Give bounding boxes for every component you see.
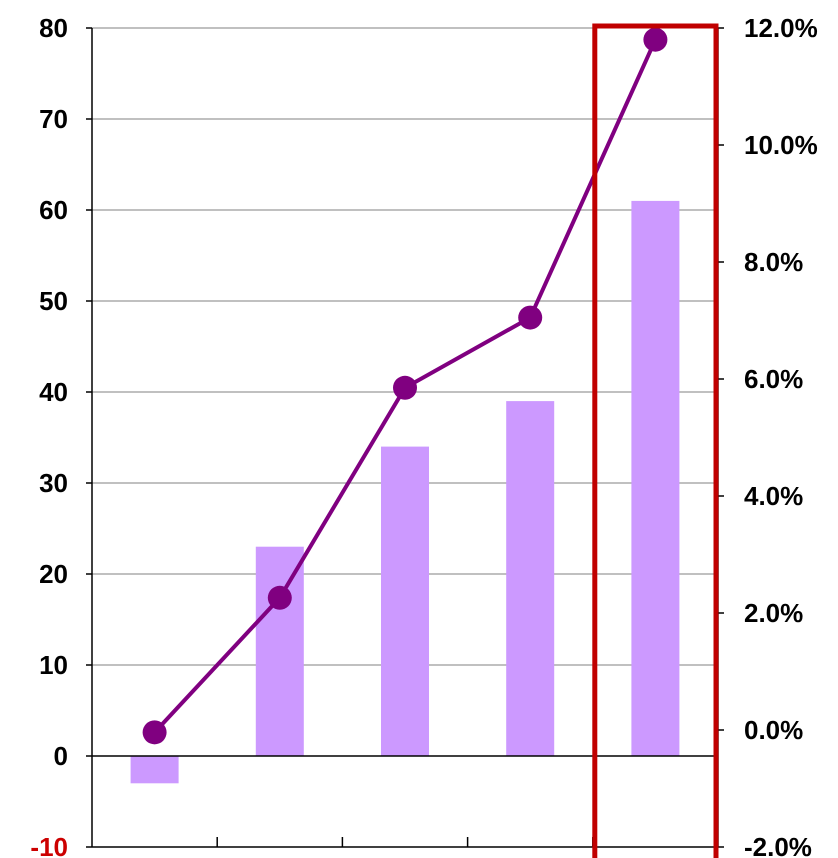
y-left-tick-label: 80 xyxy=(39,13,68,43)
bar xyxy=(506,401,555,756)
y-right-tick-label: -2.0% xyxy=(744,832,812,858)
y-left-tick-label: 0 xyxy=(54,741,68,771)
y-right-tick-label: 0.0% xyxy=(744,715,803,745)
y-right-tick-label: 6.0% xyxy=(744,364,803,394)
y-right-tick-label: 2.0% xyxy=(744,598,803,628)
y-right-tick-label: 8.0% xyxy=(744,247,803,277)
y-left-tick-label: -10 xyxy=(30,832,68,858)
y-right-tick-label: 10.0% xyxy=(744,130,818,160)
line-point xyxy=(393,375,417,400)
y-left-tick-label: 60 xyxy=(39,195,68,225)
bar xyxy=(381,446,429,756)
y-left-tick-label: 30 xyxy=(39,468,68,498)
y-right-tick-label: 4.0% xyxy=(744,481,803,511)
y-right-tick-label: 12.0% xyxy=(744,13,818,43)
line-point xyxy=(267,585,292,610)
y-left-tick-label: 40 xyxy=(39,377,68,407)
y-left-tick-label: 10 xyxy=(39,650,68,680)
line-point xyxy=(518,305,543,330)
bar xyxy=(255,546,304,756)
y-left-tick-label: 50 xyxy=(39,286,68,316)
line-point xyxy=(142,720,167,745)
bar xyxy=(631,200,680,756)
y-left-tick-label: 70 xyxy=(39,104,68,134)
bar xyxy=(130,756,179,784)
line-point xyxy=(643,27,668,52)
y-left-tick-label: 20 xyxy=(39,559,68,589)
highlight-box xyxy=(592,23,719,858)
